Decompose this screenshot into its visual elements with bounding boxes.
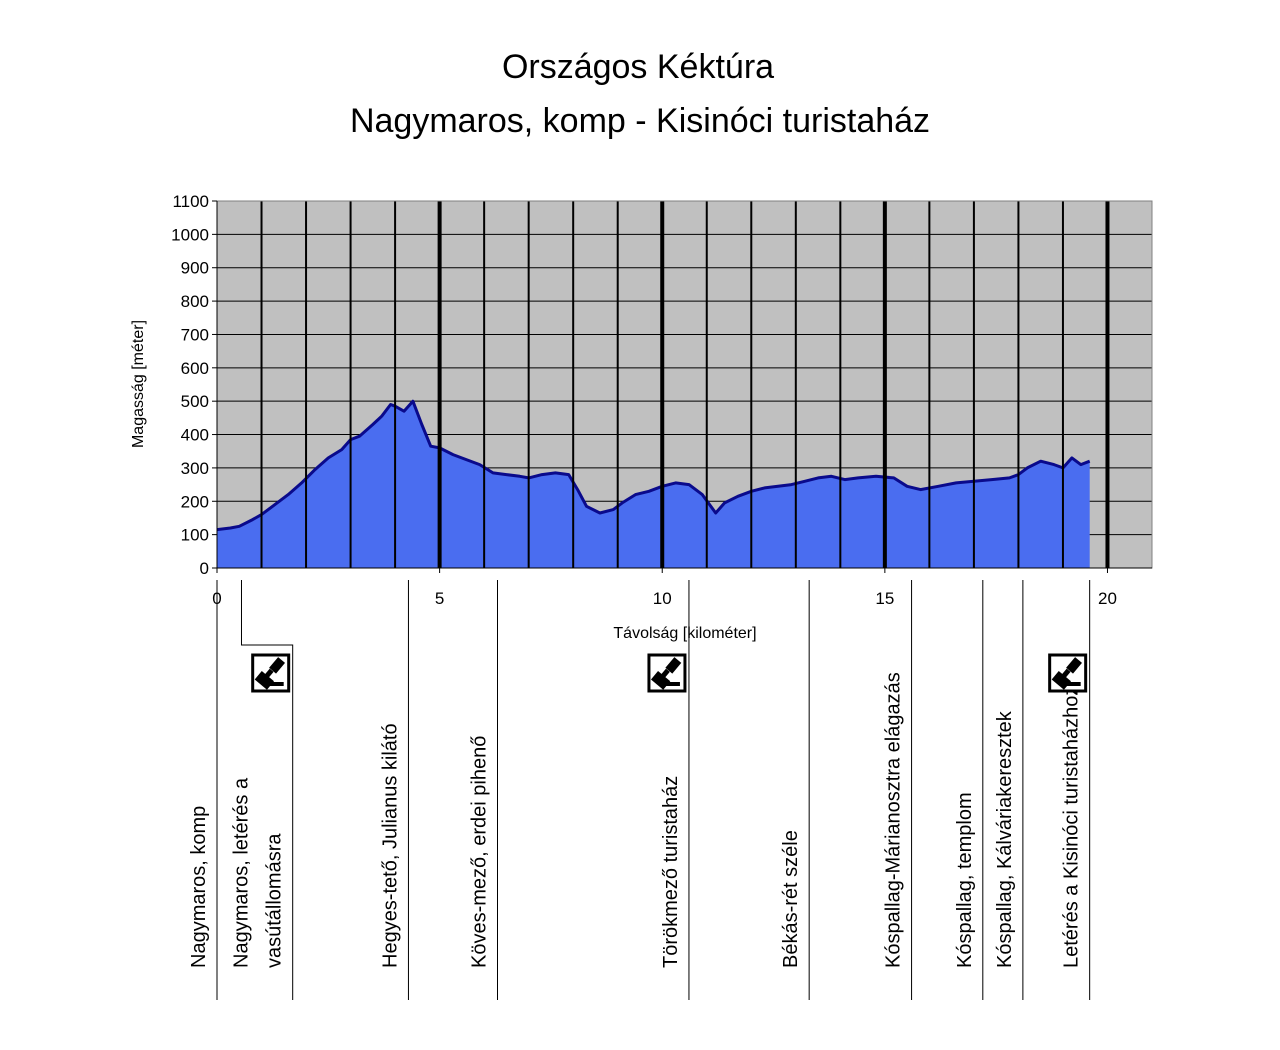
waypoint-label: Hegyes-tető, Julianus kilátó xyxy=(379,723,401,968)
waypoint-label: Kóspallag, Kálváriakeresztek xyxy=(994,710,1016,968)
stamp-icon-pad xyxy=(662,682,680,686)
waypoint: Törökmező turistaház xyxy=(647,580,690,1000)
waypoint-label: Nagymaros, letérés a xyxy=(231,777,253,968)
stamp-icon-handle xyxy=(665,657,682,674)
y-tick-label: 1100 xyxy=(172,192,209,211)
stamp-icon xyxy=(647,653,687,693)
waypoint: Kóspallag-Márianosztra elágazás xyxy=(883,580,913,1000)
y-axis-label: Magasság [méter] xyxy=(130,320,147,448)
x-tick-label: 5 xyxy=(435,589,444,608)
waypoint: Hegyes-tető, Julianus kilátó xyxy=(379,580,409,1000)
stamp-icon-handle xyxy=(1066,657,1082,674)
y-tick-label: 1000 xyxy=(171,225,209,244)
waypoint: Köves-mező, erdei pihenő xyxy=(469,580,498,1000)
y-tick-label: 300 xyxy=(181,459,209,478)
elevation-area xyxy=(217,401,1090,568)
waypoint-label: Köves-mező, erdei pihenő xyxy=(469,736,491,968)
stamp-icon xyxy=(1048,653,1088,693)
y-tick-label: 600 xyxy=(181,359,209,378)
y-tick-label: 500 xyxy=(181,392,209,411)
waypoint-label: Kóspallag, templom xyxy=(954,792,976,968)
chart-title: Országos Kéktúra xyxy=(502,48,774,86)
y-tick-label: 800 xyxy=(181,292,209,311)
waypoint-label: Törökmező turistaház xyxy=(660,776,682,968)
stamp-icon-pad xyxy=(266,682,284,686)
waypoint: Kóspallag, templom xyxy=(954,580,984,1000)
stamp-icon xyxy=(251,653,291,693)
waypoint-label: Békás-rét széle xyxy=(780,830,802,968)
y-tick-label: 0 xyxy=(200,559,209,578)
y-axis-ticks: 0 100 200 300 400 500 600 700 800 900 1000 1100 xyxy=(171,192,217,578)
vertical-gridlines xyxy=(260,201,1110,568)
waypoint: Kóspallag, Kálváriakeresztek xyxy=(994,580,1024,1000)
waypoint-label: Nagymaros, komp xyxy=(188,806,210,968)
waypoint-leader-line xyxy=(240,580,294,1000)
stamp-icon-handle xyxy=(269,657,286,674)
x-tick-label: 15 xyxy=(875,589,894,608)
waypoint-label: Kóspallag-Márianosztra elágazás xyxy=(883,672,905,968)
waypoint-annotations: Nagymaros, komp Nagymaros, letérés a vasút… xyxy=(188,580,1091,1000)
waypoint: Nagymaros, komp xyxy=(188,580,218,1000)
waypoint: Nagymaros, letérés a vasútállomásra xyxy=(231,580,294,1000)
plot-area xyxy=(216,200,1153,569)
y-tick-label: 200 xyxy=(181,492,209,511)
y-tick-label: 900 xyxy=(181,259,209,278)
x-tick-label: 10 xyxy=(653,589,672,608)
y-tick-label: 100 xyxy=(181,526,209,545)
waypoint-label: vasútállomásra xyxy=(264,833,286,968)
waypoint: Békás-rét széle xyxy=(780,580,810,1000)
y-tick-label: 400 xyxy=(181,426,209,445)
stamp-icon-pad xyxy=(1063,682,1081,686)
waypoint-label: Letérés a Kisinóci turistaházhoz xyxy=(1061,686,1083,968)
chart-subtitle: Nagymaros, komp - Kisinóci turistaház xyxy=(350,102,930,140)
y-tick-label: 700 xyxy=(181,325,209,344)
waypoint: Letérés a Kisinóci turistaházhoz xyxy=(1048,580,1091,1000)
x-axis-label: Távolság [kilométer] xyxy=(613,625,756,642)
x-tick-label: 20 xyxy=(1098,589,1117,608)
